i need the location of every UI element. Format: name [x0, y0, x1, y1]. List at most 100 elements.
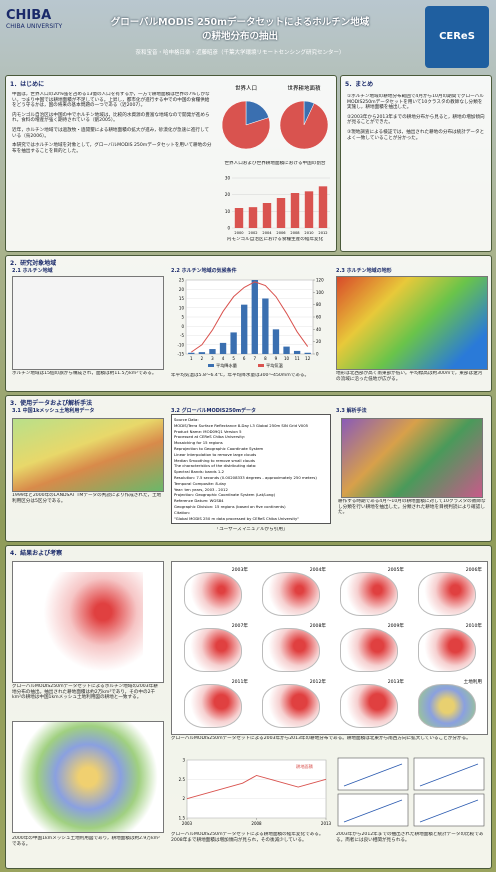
year-label: 2011年 [231, 680, 248, 685]
year-label: 2003年 [231, 568, 248, 573]
year-label: 2008年 [309, 624, 326, 629]
x-tick-label: 2002 [248, 231, 257, 235]
paragraph: 近年，ホルチン地域では過放牧・過開墾による耕地面積の拡大が進み，砂漠化が急速に進… [12, 127, 210, 139]
bar [188, 352, 195, 354]
year-label: 2004年 [309, 568, 326, 573]
caption: 2000年の中国1kmメッシュ土地利用図であり，耕地面積は約2.9万km²である… [12, 836, 160, 847]
y-tick-label: 80 [316, 302, 322, 307]
subheading: 3.2 グローバルMODIS250mデータ [171, 408, 257, 414]
year-map: 2003年 [176, 566, 250, 618]
x-tick-label: 1 [190, 356, 193, 361]
x-tick-label: 2013 [321, 821, 331, 826]
caption: 世界人口および世界耕地面積における中国の割合 [224, 161, 326, 166]
x-tick-label: 7 [254, 356, 257, 361]
metadata-box: Source Data: MODIS/Terra Surface Reflecta… [171, 414, 331, 524]
metadata-line: Mosaicking for 15 regions [174, 440, 223, 446]
y-tick-label: 30 [225, 176, 231, 181]
year-map: 2004年 [254, 566, 328, 618]
pie-slice [221, 100, 271, 150]
terrain-map [336, 276, 488, 370]
caption: ホルチン地域は15個の旗から構成され，面積は約11.5万km²である。 [12, 371, 157, 376]
metadata-line: The characteristics of the distributing … [174, 463, 257, 469]
metadata-line: "Global MODIS 250 m data processed by CE… [174, 515, 299, 521]
y2-tick-label: 20 [179, 287, 185, 292]
metadata-line: Geographic Division: 15 regions (based o… [174, 503, 286, 509]
metadata-line: Year: ten years, 2003 - 2012 [174, 486, 228, 492]
year-label: 2010年 [465, 624, 482, 629]
y-tick-label: 60 [316, 315, 322, 320]
subheading: 3.3 解析手法 [336, 408, 367, 414]
ceres-logo: CEReS [425, 6, 489, 68]
map-shape [262, 684, 320, 728]
y2-tick-label: 0 [181, 324, 184, 329]
year-label: 2012年 [309, 680, 326, 685]
metadata-line: Spectral Bands: bands 1-2 [174, 469, 225, 475]
x-tick-label: 8 [264, 356, 267, 361]
bar [209, 349, 216, 354]
paragraph: 中国は，世界人口の20%強を占める13億の人口を有するが，一方で耕地面積は世界の… [12, 92, 210, 109]
summary-section: 5．まとめ ①ホルチン地域の耕地分布範囲で4月から10月の期間でグローバルMOD… [340, 75, 492, 252]
heading: 2．研究対象地域 [10, 260, 57, 267]
metadata-line: Median Smoothing to remove small clouds [174, 457, 255, 463]
x-tick-label: 4 [222, 356, 225, 361]
y-tick-label: 120 [316, 278, 324, 283]
metadata-line: Linear Interpolation to remove large clo… [174, 451, 257, 457]
y2-tick-label: -10 [177, 342, 184, 347]
year-map: 2006年 [410, 566, 484, 618]
caption: グローバルMODIS250mデータセットによる耕地面積の経年変化である。2008… [171, 832, 324, 843]
y-tick-label: 0 [316, 352, 319, 357]
subheading: 2.1 ホルチン地域 [12, 268, 53, 274]
x-tick-label: 5 [232, 356, 235, 361]
authors: 奈和宝音・哈申格日楽・近藤昭彦（千葉大学環境リモートセンシング研究センター） [135, 50, 345, 56]
y-tick-label: 0 [227, 226, 230, 231]
year-map: 2013年 [332, 678, 406, 730]
metadata-line: Resolution: 7.5 seconds (0.00208333 degr… [174, 474, 317, 480]
y2-tick-label: -15 [177, 352, 184, 357]
area-map [12, 276, 164, 370]
bar [248, 207, 258, 228]
bar [230, 332, 237, 354]
year-label: 2007年 [231, 624, 248, 629]
caption: グローバルMODIS250mデータセットによるホルチン地域の2003年耕地分布の… [12, 684, 158, 701]
university-name: CHIBA UNIVERSITY [6, 23, 63, 30]
bar [241, 304, 248, 354]
university-logo: CHIBA CHIBA UNIVERSITY [6, 8, 66, 58]
x-tick-label: 2003 [182, 821, 193, 826]
map-shape [184, 684, 242, 728]
y-tick-label: 2 [182, 796, 185, 801]
year-label: 2013年 [387, 680, 404, 685]
area-line-chart: 1.5 2 2.5 3 2003 2008 2013 耕地面積 [179, 758, 331, 827]
plot-area [186, 759, 327, 819]
pie-charts: 世界人口 世界耕地面積 [221, 84, 329, 150]
y-tick-label: 2.5 [179, 777, 186, 782]
bar [272, 329, 280, 354]
year-map: 土地利用 [410, 678, 484, 730]
bar [283, 346, 290, 354]
metadata-line: Reference Datum: WGS84 [174, 498, 224, 504]
map-shape [418, 684, 476, 728]
year-map: 2011年 [176, 678, 250, 730]
bar [318, 186, 328, 228]
metadata-line: Citation: [174, 509, 191, 515]
x-tick-label: 12 [305, 356, 311, 361]
cropland-map-2003 [12, 561, 164, 683]
map-shape [262, 628, 320, 672]
subheading: 2.3 ホルチン地域の地形 [336, 268, 392, 274]
metadata-line: Source Data: [174, 417, 199, 422]
x-tick-label: 2004 [262, 231, 272, 235]
paragraph: ②2003年から2013年までの耕地分布から見ると，耕地の増加傾向が見ることがで… [347, 114, 485, 126]
bar [251, 280, 258, 354]
title: グローバルMODIS 250mデータセットによるホルチン地域 の耕地分布の抽出 [70, 14, 410, 42]
year-map: 2005年 [332, 566, 406, 618]
y2-tick-label: 5 [181, 315, 184, 320]
y-tick-label: 20 [316, 339, 322, 344]
scatter-plots [337, 757, 485, 827]
bar [293, 350, 301, 354]
y2-tick-label: 15 [179, 296, 185, 301]
year-label: 2005年 [387, 568, 404, 573]
metadata-line: Reprojection to Geographic Coordinate Sy… [174, 445, 264, 451]
food-chart: 0 10 20 30 2000 2002 2004 2006 2008 2010 2012 [225, 176, 330, 235]
map-shape [340, 572, 398, 616]
bar [304, 191, 314, 228]
